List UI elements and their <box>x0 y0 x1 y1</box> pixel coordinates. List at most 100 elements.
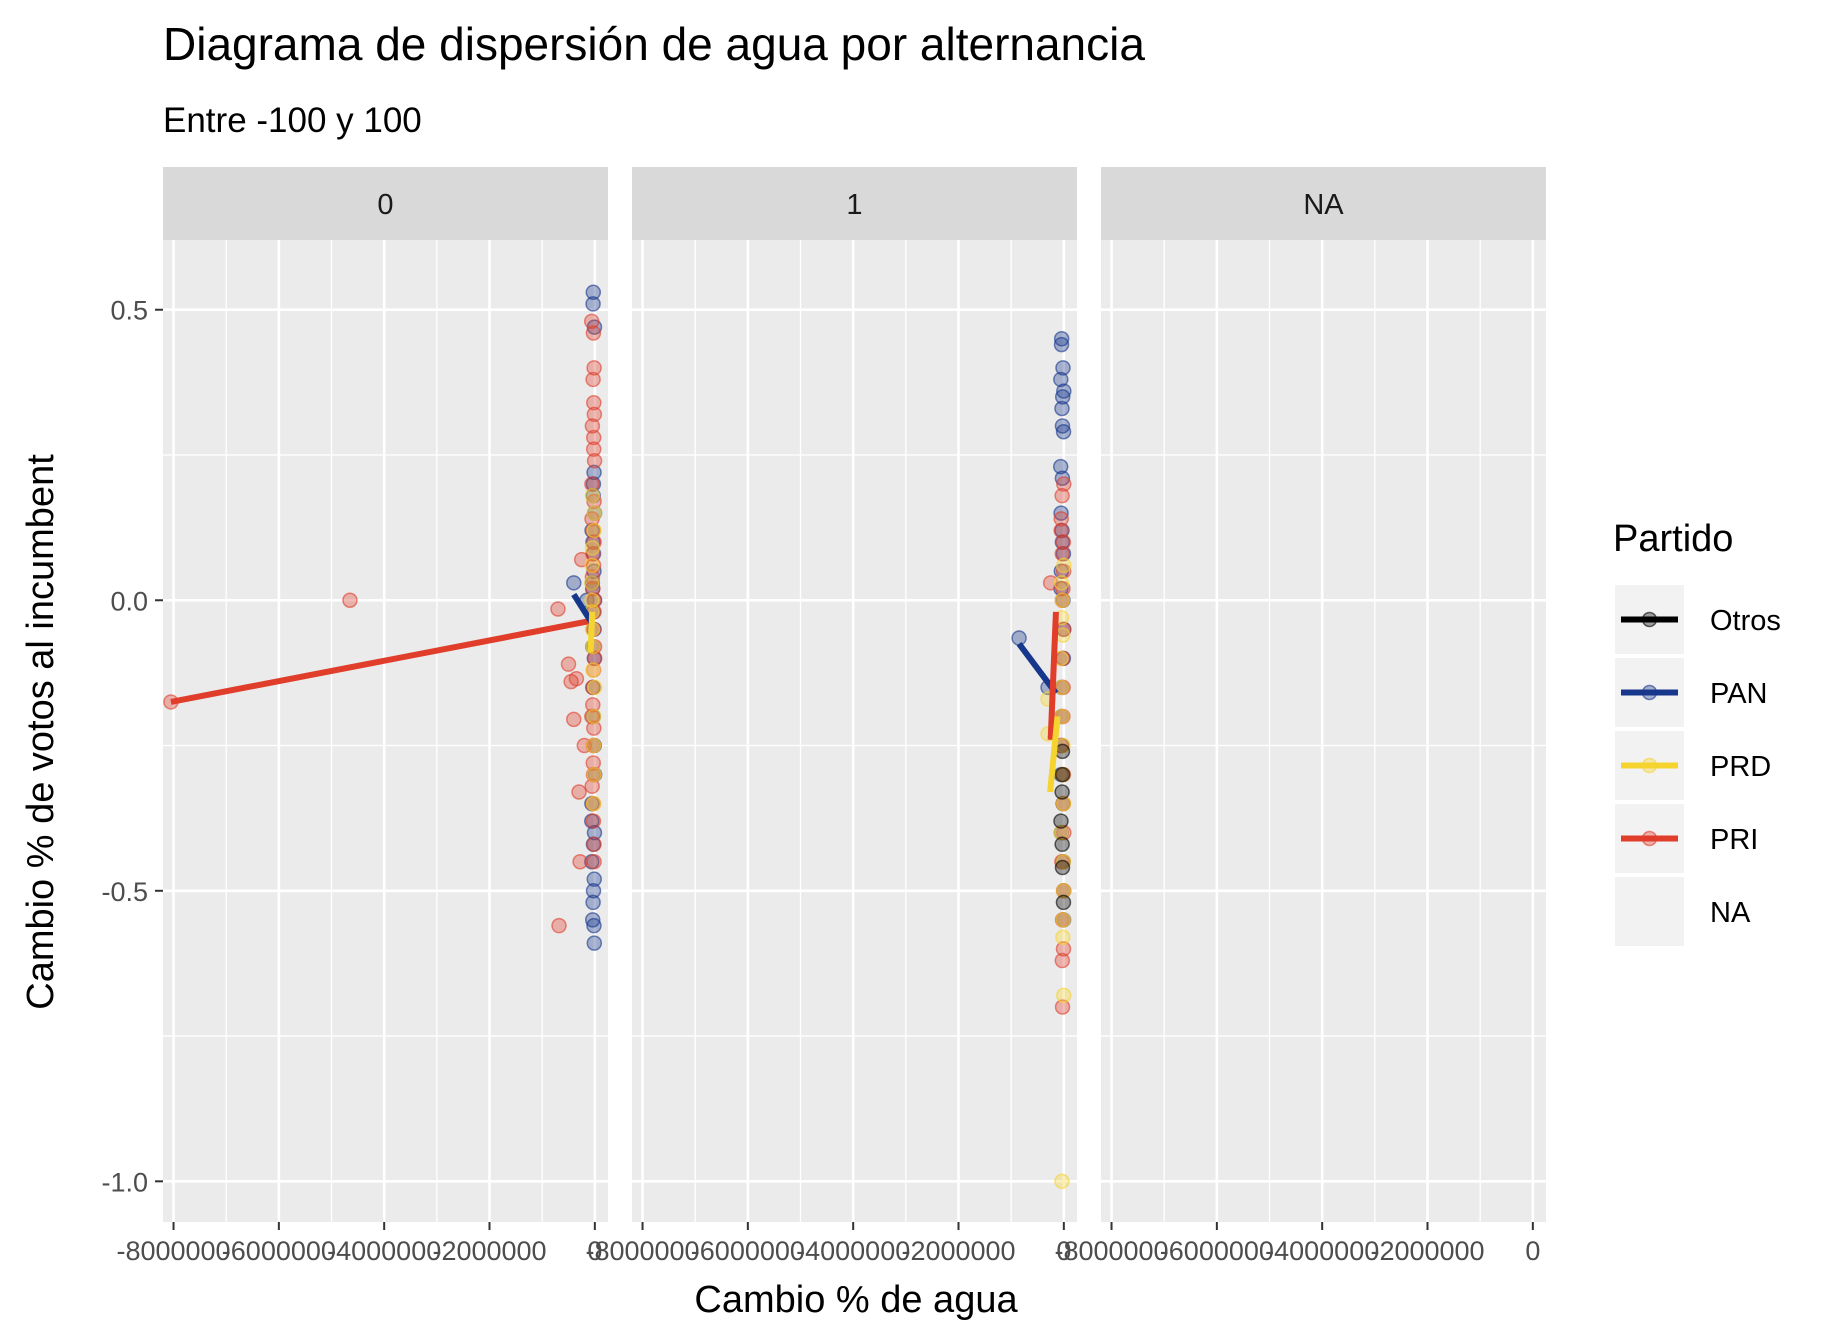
facet-panel-1: 1 <box>632 167 1077 1222</box>
y-axis: -1.0 -0.5 0.0 0.5 <box>101 296 163 1197</box>
data-point-prd <box>1055 795 1072 812</box>
data-point-prd <box>1053 824 1069 841</box>
y-tick-label: -0.5 <box>101 877 148 907</box>
data-point-pan <box>1054 418 1071 434</box>
data-point-prd <box>1055 912 1071 928</box>
data-point-pri <box>586 650 603 667</box>
panel-background <box>632 240 1077 1222</box>
data-point-pri <box>1053 511 1069 527</box>
x-tick-label: 0 <box>1525 1236 1540 1266</box>
data-point-pri <box>586 720 602 736</box>
facet-panel-0: 0 <box>163 167 608 1222</box>
x-tick-label: -8000000 <box>1054 1236 1168 1266</box>
legend-label: PAN <box>1710 678 1767 710</box>
data-point-pri <box>550 601 566 617</box>
x-tick-label: 0 <box>1056 1236 1071 1266</box>
data-point-prd <box>584 540 601 556</box>
legend-title: Partido <box>1613 518 1733 560</box>
legend-entry-prd: PRD <box>1615 731 1771 800</box>
legend-label: Otros <box>1710 605 1781 637</box>
data-point-prd <box>584 487 601 504</box>
data-point-prd <box>585 662 601 678</box>
data-point-pri <box>566 711 582 728</box>
data-point-pan <box>1055 424 1072 440</box>
data-point-pri <box>1055 563 1072 579</box>
legend-entry-pan: PAN <box>1615 658 1767 727</box>
legend-label: PRD <box>1710 751 1771 783</box>
x-tick-label: -6000000 <box>691 1236 805 1266</box>
data-point-pan <box>586 824 603 841</box>
data-point-pri <box>586 406 603 423</box>
legend-label: PRI <box>1710 824 1758 856</box>
data-point-pri <box>1055 534 1072 550</box>
data-point-pri <box>585 325 602 341</box>
data-point-pri <box>586 493 602 510</box>
data-point-pri <box>586 534 602 550</box>
data-point-pri <box>584 418 601 434</box>
fit-line-prd <box>1047 716 1061 793</box>
data-point-pan <box>1054 389 1071 405</box>
data-point-prd <box>1055 987 1072 1004</box>
data-point-prd <box>584 575 600 591</box>
data-point-pri <box>584 476 600 492</box>
facet-panel-NA: NA <box>1101 167 1546 1222</box>
data-point-pri <box>583 313 600 330</box>
data-point-prd <box>1054 1173 1070 1190</box>
x-tick-label: -4000000 <box>327 1236 441 1266</box>
data-point-pan <box>1054 400 1070 417</box>
data-point-pri <box>585 429 602 446</box>
chart-title: Diagrama de dispersión de agua por alter… <box>163 18 1145 70</box>
x-tick-label: -6000000 <box>222 1236 336 1266</box>
facet-panels: 0 1 NA <box>163 167 1546 1222</box>
y-tick-label: 0.0 <box>110 586 148 616</box>
data-point-pan <box>586 563 602 579</box>
data-point-pri <box>585 580 601 597</box>
data-point-pri <box>585 813 602 829</box>
legend-key <box>1615 877 1684 946</box>
y-tick-label: -1.0 <box>101 1167 148 1197</box>
legend-entry-na: NA <box>1615 877 1751 946</box>
facet-strip-label: NA <box>1303 189 1344 221</box>
data-point-pan <box>1052 458 1069 475</box>
data-point-pri <box>568 670 585 687</box>
x-tick-label: -6000000 <box>1160 1236 1274 1266</box>
data-point-pan <box>585 284 602 301</box>
facet-strip-label: 0 <box>377 189 393 221</box>
data-point-pri <box>1056 476 1072 492</box>
data-point-pri <box>1042 575 1059 591</box>
data-point-pan <box>1055 360 1071 376</box>
data-point-otros <box>1053 813 1069 829</box>
data-point-pri <box>586 836 602 853</box>
facet-strip <box>632 167 1077 240</box>
data-point-prd <box>1055 883 1072 899</box>
chart-subtitle: Entre -100 y 100 <box>163 101 422 140</box>
data-point-otros <box>1054 859 1071 876</box>
data-point-pan <box>584 912 601 928</box>
x-tick-label: -2000000 <box>432 1236 546 1266</box>
panel-background <box>1101 240 1546 1222</box>
data-point-prd <box>586 708 602 725</box>
data-point-prd <box>585 795 602 812</box>
y-tick-label: 0.5 <box>110 296 148 326</box>
data-point-prd <box>1053 575 1070 591</box>
data-point-prd <box>587 679 603 696</box>
fit-line-pri <box>170 617 593 705</box>
data-point-pri <box>1054 487 1070 504</box>
data-point-pri <box>1054 999 1071 1015</box>
data-point-pri <box>585 441 602 457</box>
x-tick-label: -2000000 <box>901 1236 1015 1266</box>
data-point-pri <box>584 778 600 794</box>
data-point-prd <box>586 522 602 539</box>
data-point-pan <box>585 296 601 312</box>
data-point-pan <box>586 935 603 951</box>
panel-background <box>163 240 608 1222</box>
facet-strip <box>1101 167 1546 240</box>
data-point-pan <box>586 871 602 887</box>
data-point-pri <box>585 755 602 771</box>
facet-strip <box>163 167 608 240</box>
legend-point <box>1641 757 1658 774</box>
x-tick-label: -2000000 <box>1370 1236 1484 1266</box>
data-point-pri <box>1055 941 1072 957</box>
legend-entry-pri: PRI <box>1615 804 1758 873</box>
x-tick-label: -8000000 <box>585 1236 699 1266</box>
